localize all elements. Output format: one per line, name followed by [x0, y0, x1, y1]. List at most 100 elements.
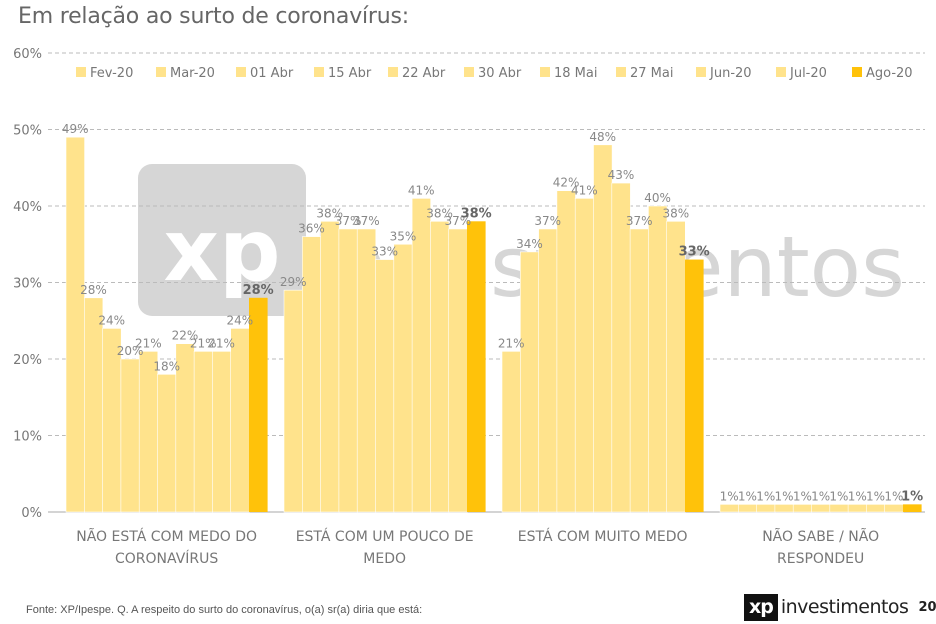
category-label: NÃO SABE / NÃO — [762, 528, 879, 545]
data-label: 1% — [720, 489, 739, 503]
legend-label: Mar-20 — [170, 66, 215, 81]
bar — [757, 504, 776, 512]
legend-swatch — [236, 67, 246, 77]
data-label: 35% — [390, 229, 417, 243]
data-label: 1% — [829, 489, 848, 503]
category-label: ESTÁ COM UM POUCO DE — [296, 528, 474, 545]
bar — [430, 221, 449, 512]
bar — [84, 298, 103, 512]
data-label: 43% — [608, 168, 635, 182]
legend-label: 18 Mai — [554, 66, 597, 81]
bar — [612, 183, 631, 512]
bar — [539, 229, 558, 512]
bar — [194, 351, 213, 512]
y-tick-label: 10% — [13, 430, 42, 445]
brand-logo: xp — [744, 594, 778, 621]
y-tick-label: 60% — [13, 47, 42, 62]
bar — [231, 328, 250, 512]
data-label: 18% — [153, 359, 180, 373]
category-label: CORONAVÍRUS — [115, 550, 218, 567]
data-label: 1% — [901, 489, 923, 504]
page-number: 20 — [918, 600, 936, 615]
legend: Fev-20 Mar-20 01 Abr 15 Abr 22 Abr 30 Abr 18 M… — [76, 66, 913, 81]
bar — [284, 290, 303, 512]
legend-label: 15 Abr — [328, 66, 372, 81]
legend-label: 30 Abr — [478, 66, 522, 81]
data-label: 1% — [848, 489, 867, 503]
data-label: 41% — [571, 183, 598, 197]
data-label: 21% — [208, 336, 235, 350]
data-label: 1% — [866, 489, 885, 503]
legend-swatch — [852, 67, 862, 77]
bar — [520, 252, 539, 512]
category-label: MEDO — [363, 551, 406, 567]
bar — [812, 504, 831, 512]
bar — [830, 504, 849, 512]
bar — [903, 504, 922, 512]
bar — [594, 145, 613, 512]
category-label: ESTÁ COM MUITO MEDO — [518, 528, 688, 545]
bar — [412, 198, 431, 512]
bar — [720, 504, 739, 512]
legend-swatch — [776, 67, 786, 77]
bar — [66, 137, 85, 512]
legend-swatch — [464, 67, 474, 77]
data-label: 41% — [408, 183, 435, 197]
data-label: 24% — [227, 313, 254, 327]
bar — [467, 221, 486, 512]
y-tick-label: 40% — [13, 200, 42, 215]
bar — [738, 504, 757, 512]
bar — [866, 504, 885, 512]
chart: xp investimentos 0%10%20%30%40%50%60% 49… — [0, 0, 936, 590]
bar — [357, 229, 376, 512]
legend-label: 22 Abr — [402, 66, 446, 81]
bar — [449, 229, 468, 512]
data-label: 36% — [298, 222, 325, 236]
legend-label: 01 Abr — [250, 66, 294, 81]
data-label: 37% — [626, 214, 653, 228]
data-label: 34% — [516, 237, 543, 251]
data-label: 49% — [62, 122, 89, 136]
bar — [848, 504, 867, 512]
data-label: 1% — [775, 489, 794, 503]
data-label: 48% — [589, 130, 616, 144]
bar — [212, 351, 231, 512]
legend-label: 27 Mai — [630, 66, 673, 81]
data-label: 28% — [243, 283, 274, 298]
data-label: 1% — [738, 489, 757, 503]
data-label: 38% — [663, 206, 690, 220]
legend-label: Jul-20 — [789, 66, 827, 81]
data-label: 21% — [498, 336, 525, 350]
y-tick-label: 20% — [13, 353, 42, 368]
data-label: 1% — [811, 489, 830, 503]
y-tick-label: 0% — [21, 506, 42, 521]
legend-swatch — [156, 67, 166, 77]
bar — [667, 221, 686, 512]
brand: xp investimentos 20 — [744, 592, 936, 622]
data-label: 28% — [80, 283, 107, 297]
bar — [376, 260, 395, 512]
data-label: 33% — [679, 245, 710, 260]
bar — [793, 504, 812, 512]
bar — [139, 351, 158, 512]
legend-swatch — [540, 67, 550, 77]
data-label: 24% — [98, 313, 125, 327]
bar — [158, 374, 177, 512]
data-label: 37% — [353, 214, 380, 228]
footer-source: Fonte: XP/Ipespe. Q. A respeito do surto… — [26, 604, 422, 616]
data-label: 33% — [371, 245, 398, 259]
bar — [121, 359, 140, 512]
data-label: 37% — [534, 214, 561, 228]
bar — [502, 351, 521, 512]
legend-swatch — [76, 67, 86, 77]
y-tick-label: 30% — [13, 277, 42, 292]
category-label: NÃO ESTÁ COM MEDO DO — [76, 528, 257, 545]
category-labels: NÃO ESTÁ COM MEDO DO CORONAVÍRUS ESTÁ COM … — [76, 528, 879, 567]
legend-label: Ago-20 — [866, 66, 913, 81]
data-label: 40% — [644, 191, 671, 205]
bar — [885, 504, 904, 512]
bar — [249, 298, 268, 512]
y-tick-label: 50% — [13, 124, 42, 139]
data-label: 1% — [756, 489, 775, 503]
bar — [575, 198, 594, 512]
